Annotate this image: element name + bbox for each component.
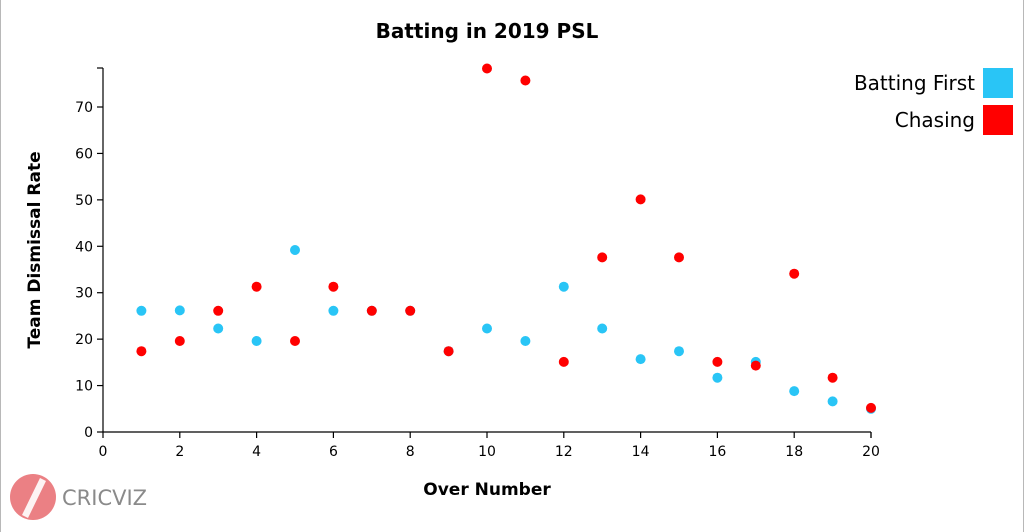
- point-batting-first: [827, 396, 838, 407]
- point-chasing: [712, 356, 723, 367]
- point-chasing: [789, 268, 800, 279]
- point-batting-first: [136, 305, 147, 316]
- point-chasing: [866, 402, 876, 413]
- point-batting-first: [520, 336, 531, 346]
- x-tick-label: 6: [329, 444, 338, 460]
- point-chasing: [366, 305, 377, 316]
- x-tick-label: 14: [632, 444, 650, 460]
- legend: Batting First Chasing: [854, 68, 1013, 135]
- legend-swatch-chasing: [983, 105, 1013, 135]
- x-tick-label: 10: [478, 444, 496, 460]
- point-chasing: [405, 305, 416, 316]
- x-tick-label: 12: [555, 444, 573, 460]
- point-batting-first: [789, 386, 800, 397]
- point-batting-first: [328, 305, 339, 316]
- point-chasing: [558, 356, 569, 367]
- point-chasing: [827, 372, 838, 383]
- data-points: [136, 63, 876, 414]
- y-axis-label: Team Dismissal Rate: [25, 151, 45, 348]
- x-tick-label: 0: [99, 444, 108, 460]
- x-tick-label: 16: [708, 444, 726, 460]
- point-batting-first: [174, 305, 185, 316]
- point-batting-first: [482, 323, 492, 334]
- point-chasing: [674, 252, 684, 263]
- point-chasing: [520, 75, 531, 86]
- x-tick-label: 4: [252, 444, 261, 460]
- point-batting-first: [597, 323, 608, 334]
- x-tick-label: 2: [175, 444, 184, 460]
- point-chasing: [174, 336, 185, 346]
- chart-title: Batting in 2019 PSL: [376, 19, 599, 43]
- point-chasing: [443, 346, 454, 357]
- y-tick-label: 10: [75, 379, 93, 395]
- point-batting-first: [558, 281, 569, 292]
- axes: 0 10 20 30 40 50 60 70 0 2 4 6 8 10 12 14 16 18 20: [75, 67, 880, 460]
- point-chasing: [750, 360, 761, 371]
- point-chasing: [635, 194, 646, 205]
- x-tick-label: 8: [406, 444, 415, 460]
- y-tick-label: 70: [75, 100, 93, 116]
- cricviz-logo-text: CRICVIZ: [62, 486, 147, 510]
- y-tick-label: 50: [75, 193, 93, 209]
- cricviz-logo: CRICVIZ: [10, 474, 147, 520]
- legend-label-batting-first: Batting First: [854, 71, 975, 95]
- point-chasing: [213, 305, 224, 316]
- legend-swatch-batting-first: [983, 68, 1013, 98]
- y-tick-label: 0: [84, 425, 93, 441]
- y-tick-label: 30: [75, 286, 93, 302]
- point-chasing: [597, 252, 608, 263]
- point-chasing: [482, 63, 492, 74]
- point-chasing: [328, 281, 339, 292]
- point-chasing: [251, 281, 262, 292]
- point-batting-first: [290, 245, 300, 255]
- point-batting-first: [712, 372, 723, 383]
- point-chasing: [136, 346, 147, 357]
- point-batting-first: [635, 354, 646, 365]
- legend-label-chasing: Chasing: [895, 108, 975, 132]
- x-tick-label: 20: [862, 444, 880, 460]
- x-axis-label: Over Number: [423, 480, 551, 500]
- point-batting-first: [674, 346, 684, 357]
- point-chasing: [290, 336, 300, 346]
- y-tick-label: 60: [75, 146, 93, 162]
- y-tick-label: 40: [75, 239, 93, 255]
- point-batting-first: [251, 336, 262, 346]
- cricviz-bat-icon: [22, 478, 46, 518]
- point-batting-first: [213, 323, 224, 334]
- y-tick-label: 20: [75, 332, 93, 348]
- x-tick-label: 18: [785, 444, 803, 460]
